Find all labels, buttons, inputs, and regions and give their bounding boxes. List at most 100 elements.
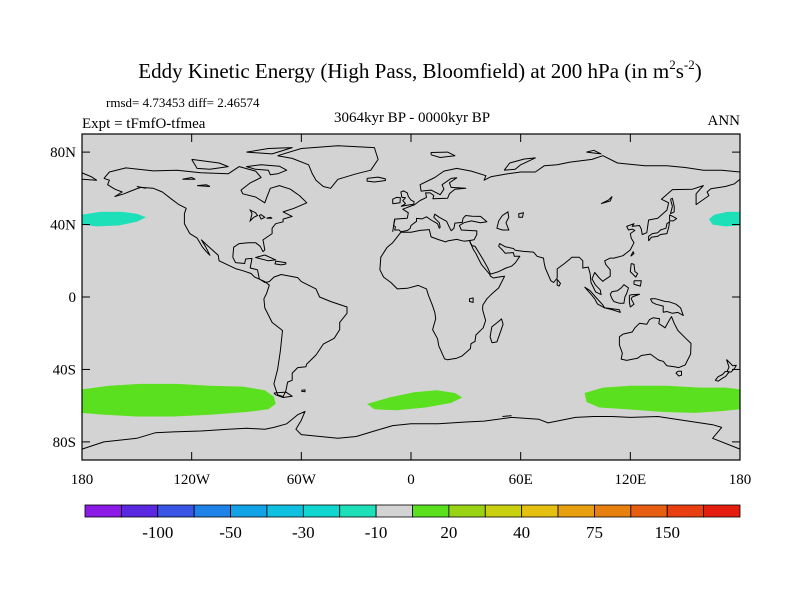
lake-outline-4 bbox=[518, 212, 525, 218]
coastline-9 bbox=[81, 411, 741, 450]
chart-title-unit-s-exp: -2 bbox=[684, 57, 695, 72]
colorbar-label: -30 bbox=[292, 523, 315, 542]
x-tick-label: 60E bbox=[509, 472, 533, 488]
x-tick-label: 60W bbox=[287, 472, 317, 488]
coastline-7 bbox=[618, 316, 692, 369]
lake-outline-8 bbox=[197, 184, 211, 187]
coastline-28 bbox=[301, 389, 306, 393]
coastline-11 bbox=[392, 196, 401, 205]
colorbar-label: -100 bbox=[142, 523, 173, 542]
coastline-19 bbox=[649, 298, 684, 316]
lake-outline-5 bbox=[469, 297, 474, 304]
colorbar: -100 -50 -30 -10 20 40 75 150 bbox=[84, 504, 741, 542]
colorbar-swatch bbox=[666, 504, 705, 518]
green-band-south-pacific bbox=[82, 383, 276, 417]
colorbar-label: 40 bbox=[513, 523, 530, 542]
chart-title: Eddy Kinetic Energy (High Pass, Bloomfie… bbox=[138, 57, 702, 83]
coastline-18 bbox=[628, 293, 640, 308]
coastline-22 bbox=[630, 251, 635, 257]
colorbar-swatch bbox=[302, 504, 341, 518]
colorbar-swatch bbox=[557, 504, 595, 518]
axis-ticks: 180 120W 60W 0 60E 120E 180 80N 40N 0 40S 80S bbox=[50, 134, 751, 488]
stats-label: rmsd= 4.73453 diff= 2.46574 bbox=[106, 95, 260, 110]
coastline-14 bbox=[669, 214, 678, 222]
coastline-37 bbox=[502, 415, 512, 417]
coastline-2 bbox=[392, 155, 741, 232]
cyan-blob-east-pacific-north bbox=[708, 211, 740, 227]
coastline-16 bbox=[604, 307, 621, 313]
coastline-3 bbox=[81, 172, 98, 181]
coastline-31 bbox=[191, 158, 229, 170]
coastline-17 bbox=[609, 284, 629, 304]
x-tick-label: 120W bbox=[173, 472, 211, 488]
colorbar-swatch bbox=[230, 504, 268, 518]
colorbar-label: -50 bbox=[219, 523, 242, 542]
y-tick-label: 0 bbox=[69, 290, 77, 306]
coastline-34 bbox=[430, 151, 456, 158]
colorbar-label: 150 bbox=[654, 523, 680, 542]
lake-outline-1 bbox=[258, 214, 266, 220]
lake-outline-2 bbox=[266, 216, 273, 219]
colorbar-label: 75 bbox=[586, 523, 603, 542]
lake-outline-6 bbox=[600, 196, 613, 205]
lake-outline-3 bbox=[496, 211, 510, 231]
green-band-south-indian bbox=[584, 385, 740, 413]
coastline-38 bbox=[136, 186, 147, 189]
coastline-25 bbox=[714, 370, 730, 382]
coastline-20 bbox=[629, 263, 639, 278]
x-tick-label: 180 bbox=[729, 472, 752, 488]
lake-outline-0 bbox=[249, 208, 259, 223]
colorbar-swatch bbox=[375, 504, 413, 518]
colorbar-swatch bbox=[484, 504, 523, 518]
coastline-24 bbox=[726, 359, 737, 373]
colorbar-swatch bbox=[84, 504, 122, 518]
colorbar-swatch bbox=[412, 504, 450, 518]
coastline-36 bbox=[670, 197, 675, 215]
colorbar-swatch bbox=[521, 504, 559, 518]
coastline-35 bbox=[586, 149, 602, 155]
colorbar-swatch bbox=[266, 504, 304, 518]
colorbar-label: -10 bbox=[365, 523, 388, 542]
x-tick-label: 0 bbox=[407, 472, 415, 488]
chart-title-close: ) bbox=[695, 59, 702, 83]
chart-title-main: Eddy Kinetic Energy (High Pass, Bloomfie… bbox=[138, 59, 669, 83]
coastline-33 bbox=[503, 157, 536, 171]
colorbar-swatch bbox=[703, 504, 741, 518]
colorbar-label: 20 bbox=[440, 523, 457, 542]
colorbar-swatch bbox=[630, 504, 668, 518]
coastline-32 bbox=[246, 147, 293, 155]
lake-outline-7 bbox=[182, 176, 196, 180]
chart-title-unit-s: s bbox=[676, 59, 684, 83]
coastline-12 bbox=[366, 176, 386, 183]
coastline-30 bbox=[246, 164, 288, 176]
season-label: ANN bbox=[708, 113, 741, 129]
colorbar-swatch bbox=[448, 504, 486, 518]
period-label: 3064kyr BP - 0000kyr BP bbox=[334, 110, 490, 126]
coastline-10 bbox=[400, 190, 415, 207]
y-tick-label: 80S bbox=[53, 435, 76, 451]
green-band-south-atlantic bbox=[367, 390, 463, 411]
x-tick-label: 180 bbox=[71, 472, 94, 488]
coastline-6 bbox=[489, 318, 504, 344]
colorbar-swatch bbox=[120, 504, 159, 518]
map-panel bbox=[81, 134, 741, 460]
colorbar-swatch bbox=[594, 504, 632, 518]
coastline-4 bbox=[393, 178, 741, 296]
coastline-0 bbox=[103, 166, 348, 398]
y-tick-label: 80N bbox=[50, 145, 76, 161]
cyan-blob-west-pacific-north bbox=[82, 211, 146, 227]
y-tick-label: 40N bbox=[50, 218, 76, 234]
coastline-8 bbox=[675, 370, 682, 377]
y-tick-label: 40S bbox=[53, 362, 76, 378]
coastline-26 bbox=[255, 254, 277, 262]
x-tick-label: 120E bbox=[614, 472, 646, 488]
coastline-23 bbox=[556, 278, 561, 287]
coastline-5 bbox=[379, 229, 506, 361]
colorbar-swatch bbox=[193, 504, 231, 518]
coastline-21 bbox=[633, 280, 642, 287]
coastline-13 bbox=[648, 221, 671, 242]
colorbar-swatch bbox=[157, 504, 195, 518]
coastline-27 bbox=[274, 260, 287, 266]
experiment-label: Expt = tFmfO-tfmea bbox=[82, 116, 206, 132]
